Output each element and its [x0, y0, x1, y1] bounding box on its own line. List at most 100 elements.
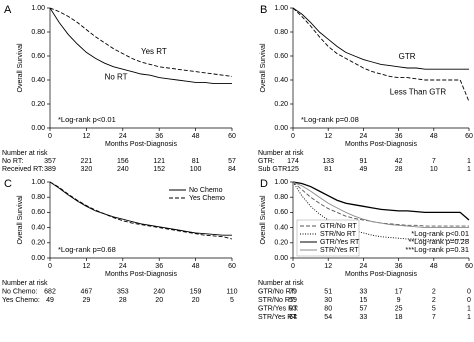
y-tick-label: 0.00 [31, 255, 45, 262]
risk-count: 7 [432, 314, 436, 321]
panel-letter: D [260, 178, 268, 190]
risk-count: 91 [360, 158, 368, 165]
x-tick-label: 24 [119, 263, 127, 270]
survival-curve [292, 181, 469, 229]
annotation: *Log-rank p=0.68 [58, 245, 116, 254]
x-tick-label: 60 [465, 263, 473, 270]
risk-count: 2 [432, 297, 436, 304]
y-axis-label: Overall Survival [17, 195, 24, 244]
risk-row-label: Yes Chemo: [2, 297, 40, 304]
risk-count: 100 [190, 166, 202, 173]
x-axis-label: Months Post-Diagnosis [345, 141, 417, 148]
risk-count: 1 [467, 305, 471, 312]
x-tick-label: 36 [395, 133, 403, 140]
legend-label: STR/Yes RT [320, 247, 359, 254]
curve-label: GTR [399, 52, 416, 61]
risk-row-label: Received RT: [2, 166, 44, 173]
survival-curve [292, 181, 469, 241]
risk-count: 353 [117, 288, 129, 295]
annotation: ***Log-rank p=0.31 [405, 245, 469, 254]
x-tick-label: 12 [83, 133, 91, 140]
legend-label: GTR/Yes RT [320, 239, 360, 246]
risk-count: 30 [324, 297, 332, 304]
risk-count: 20 [192, 297, 200, 304]
risk-count: 389 [44, 166, 56, 173]
risk-row-label: Sub GTR: [258, 166, 289, 173]
risk-count: 9 [397, 297, 401, 304]
risk-count: 81 [324, 166, 332, 173]
x-tick-label: 36 [155, 133, 163, 140]
risk-count: 33 [360, 314, 368, 321]
risk-count: 110 [226, 288, 237, 295]
x-axis-label: Months Post-Diagnosis [105, 271, 177, 278]
x-tick-label: 36 [395, 263, 403, 270]
y-tick-label: 1.00 [31, 5, 45, 12]
x-tick-label: 36 [155, 263, 163, 270]
y-tick-label: 0.20 [274, 101, 288, 108]
risk-count: 17 [395, 288, 403, 295]
risk-table-title: Number at risk [2, 280, 48, 287]
risk-count: 93 [289, 305, 297, 312]
risk-count: 0 [467, 297, 471, 304]
risk-count: 33 [360, 288, 368, 295]
survival-curve [49, 7, 232, 85]
y-tick-label: 1.00 [274, 5, 288, 12]
y-tick-label: 0.40 [274, 77, 288, 84]
y-tick-label: 1.00 [31, 179, 45, 186]
risk-count: 84 [228, 166, 236, 173]
x-tick-label: 12 [324, 263, 332, 270]
risk-count: 42 [395, 158, 403, 165]
risk-count: 51 [324, 288, 332, 295]
y-axis-label: Overall Survival [17, 43, 24, 92]
risk-count: 81 [192, 158, 200, 165]
y-tick-label: 0.60 [274, 209, 288, 216]
risk-count: 57 [228, 158, 236, 165]
y-tick-label: 0.40 [31, 224, 45, 231]
survival-curve [292, 181, 469, 227]
risk-table-title: Number at risk [2, 150, 48, 157]
y-tick-label: 0.80 [31, 29, 45, 36]
x-tick-label: 12 [83, 263, 91, 270]
x-tick-label: 60 [228, 263, 236, 270]
risk-count: 15 [360, 297, 368, 304]
risk-table-title: Number at risk [258, 150, 304, 157]
risk-count: 28 [395, 166, 403, 173]
x-tick-label: 48 [192, 263, 200, 270]
risk-row-label: GTR/No RT: [258, 288, 296, 295]
panel-letter: A [4, 4, 12, 16]
risk-count: 156 [117, 158, 129, 165]
x-tick-label: 0 [48, 263, 52, 270]
x-tick-label: 12 [324, 133, 332, 140]
survival-curve [49, 181, 232, 236]
x-tick-label: 48 [192, 133, 200, 140]
annotation: *Log-rank p=0.08 [301, 115, 359, 124]
x-tick-label: 0 [291, 263, 295, 270]
risk-row-label: GTR: [258, 158, 275, 165]
risk-count: 59 [289, 297, 297, 304]
risk-count: 0 [467, 288, 471, 295]
panel-letter: C [4, 178, 12, 190]
x-axis-label: Months Post-Diagnosis [105, 141, 177, 148]
risk-count: 133 [322, 158, 334, 165]
y-tick-label: 0.60 [274, 53, 288, 60]
y-axis-label: Overall Survival [260, 195, 267, 244]
y-tick-label: 0.00 [31, 125, 45, 132]
legend-label: STR/No RT [320, 231, 357, 238]
risk-count: 320 [81, 166, 93, 173]
risk-count: 49 [360, 166, 368, 173]
legend-label: GTR/No RT [320, 223, 358, 230]
x-tick-label: 60 [228, 133, 236, 140]
x-tick-label: 0 [48, 133, 52, 140]
risk-count: 57 [360, 305, 368, 312]
curve-label: Less Than GTR [390, 88, 447, 97]
risk-row-label: No Chemo: [2, 288, 37, 295]
y-tick-label: 0.60 [31, 53, 45, 60]
risk-count: 121 [153, 158, 165, 165]
risk-count: 79 [289, 288, 297, 295]
risk-count: 1 [467, 166, 471, 173]
survival-curve [292, 181, 470, 221]
y-tick-label: 0.00 [274, 255, 288, 262]
risk-count: 221 [81, 158, 93, 165]
